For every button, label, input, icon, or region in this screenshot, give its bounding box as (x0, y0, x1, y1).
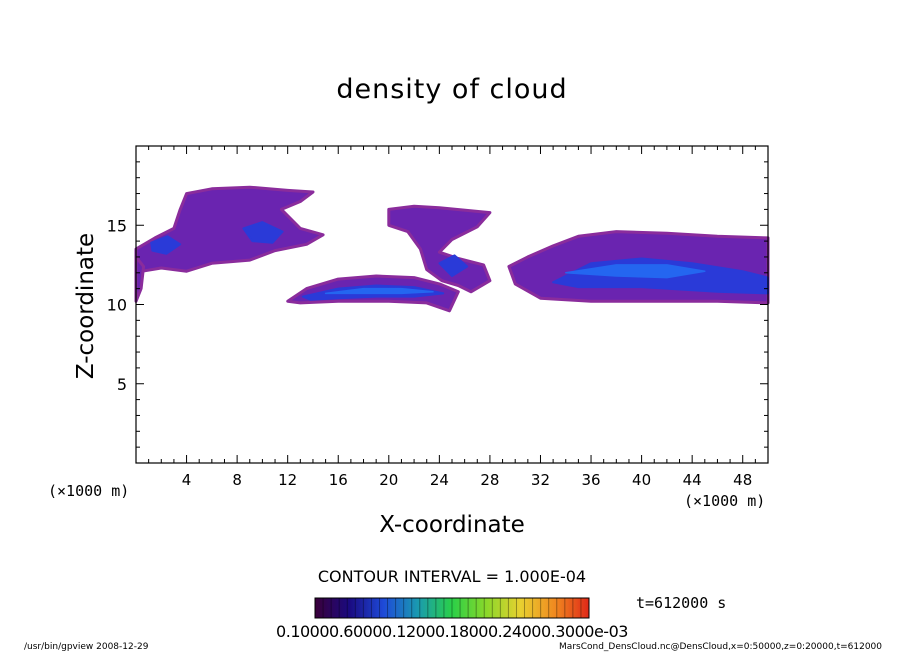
cloud-region-2 (134, 255, 146, 303)
cloud-region-1 (134, 185, 325, 278)
x-tick-label: 16 (329, 471, 348, 489)
time-label: t=612000 s (636, 594, 727, 612)
cloud-peak-2 (565, 264, 706, 279)
y-tick-label: 5 (117, 375, 127, 394)
chart-title: density of cloud (336, 74, 568, 105)
footer-source: MarsCond_DensCloud.nc@DensCloud,x=0:5000… (559, 642, 882, 652)
colorbar-labels: 0.10000.60000.12000.18000.24000.3000e-03 (276, 622, 628, 641)
x-tick-label: 48 (733, 471, 752, 489)
cloud-region-4 (387, 204, 492, 294)
x-tick-label: 28 (480, 471, 499, 489)
colorbar-gradient (314, 597, 590, 619)
colorbar (314, 597, 590, 619)
y-axis-label: Z-coordinate (73, 232, 99, 380)
cloud-core-1 (150, 235, 182, 255)
x-tick-label: 40 (632, 471, 651, 489)
cloud-peak-1 (324, 287, 434, 295)
x-tick-label: 36 (581, 471, 600, 489)
footer-command: /usr/bin/gpview 2008-12-29 (24, 642, 149, 652)
x-tick-label: 4 (182, 471, 192, 489)
x-axis-unit: (×1000 m) (684, 492, 766, 510)
cloud-core-4 (438, 254, 469, 277)
x-tick-label: 32 (531, 471, 550, 489)
x-tick-label: 24 (430, 471, 449, 489)
y-tick-label: 15 (107, 216, 127, 235)
y-tick-label: 10 (107, 296, 127, 315)
cloud-core-2 (242, 221, 284, 244)
y-axis-unit: (×1000 m) (48, 482, 130, 500)
cloud-density-field (134, 185, 770, 313)
x-tick-label: 12 (278, 471, 297, 489)
x-tick-label: 8 (232, 471, 242, 489)
x-axis-label: X-coordinate (379, 512, 525, 538)
x-tick-label: 44 (683, 471, 702, 489)
contour-interval-label: CONTOUR INTERVAL = 1.000E-04 (317, 567, 587, 586)
x-tick-label: 20 (379, 471, 398, 489)
